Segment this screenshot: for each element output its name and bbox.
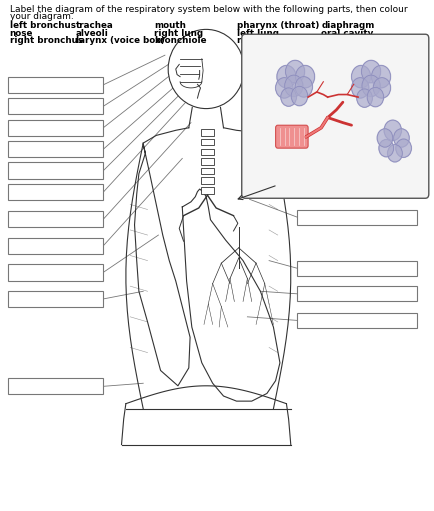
FancyBboxPatch shape [242,34,429,198]
Bar [8,211,103,227]
Circle shape [396,139,411,157]
Bar [8,184,103,200]
Bar [201,149,214,155]
Circle shape [362,60,381,83]
Bar [297,261,417,276]
Text: nose: nose [10,29,33,38]
Bar [297,313,417,328]
Circle shape [384,120,401,141]
Circle shape [379,140,394,157]
Bar [201,158,214,165]
Text: bronchiole: bronchiole [154,36,207,45]
Bar [201,168,214,174]
Bar [201,129,214,136]
Bar [8,120,103,136]
Text: right bronchus: right bronchus [10,36,82,45]
Bar [8,238,103,254]
Bar [8,141,103,157]
Bar [8,378,103,394]
Circle shape [377,129,393,147]
Circle shape [352,65,371,88]
Circle shape [291,86,308,106]
Text: left lung: left lung [237,29,279,38]
Text: your diagram.: your diagram. [10,12,73,21]
Text: mouth: mouth [154,21,186,31]
Circle shape [373,78,391,98]
Text: Label the diagram of the respiratory system below with the following parts, then: Label the diagram of the respiratory sys… [10,5,407,14]
Circle shape [296,65,315,88]
Text: diaphragm: diaphragm [321,21,375,31]
Circle shape [286,60,305,83]
Circle shape [277,65,296,88]
Circle shape [394,129,409,147]
Bar [8,264,103,281]
Bar [8,98,103,114]
Bar [297,286,417,301]
Circle shape [295,77,312,97]
Circle shape [372,65,391,88]
Circle shape [367,87,384,107]
Circle shape [276,78,293,98]
Text: larynx (voice box): larynx (voice box) [76,36,165,45]
Circle shape [352,78,369,98]
Bar [8,162,103,179]
Bar [201,187,214,194]
Circle shape [285,75,303,97]
Text: alveoli: alveoli [76,29,109,38]
Circle shape [388,145,402,162]
FancyBboxPatch shape [276,125,308,148]
Text: nasal cavity: nasal cavity [237,36,296,45]
Ellipse shape [168,29,244,109]
Text: left bronchus: left bronchus [10,21,76,31]
Circle shape [357,89,372,107]
Circle shape [362,75,380,97]
Bar [8,291,103,307]
Bar [201,139,214,146]
Text: pharynx (throat): pharynx (throat) [237,21,319,31]
Bar [297,210,417,225]
Bar [201,177,214,184]
Text: oral cavity: oral cavity [321,29,374,38]
Bar [8,77,103,93]
Text: trachea: trachea [76,21,114,31]
Text: epiglottis: epiglottis [321,36,368,45]
Circle shape [281,88,296,106]
Text: right lung: right lung [154,29,203,38]
